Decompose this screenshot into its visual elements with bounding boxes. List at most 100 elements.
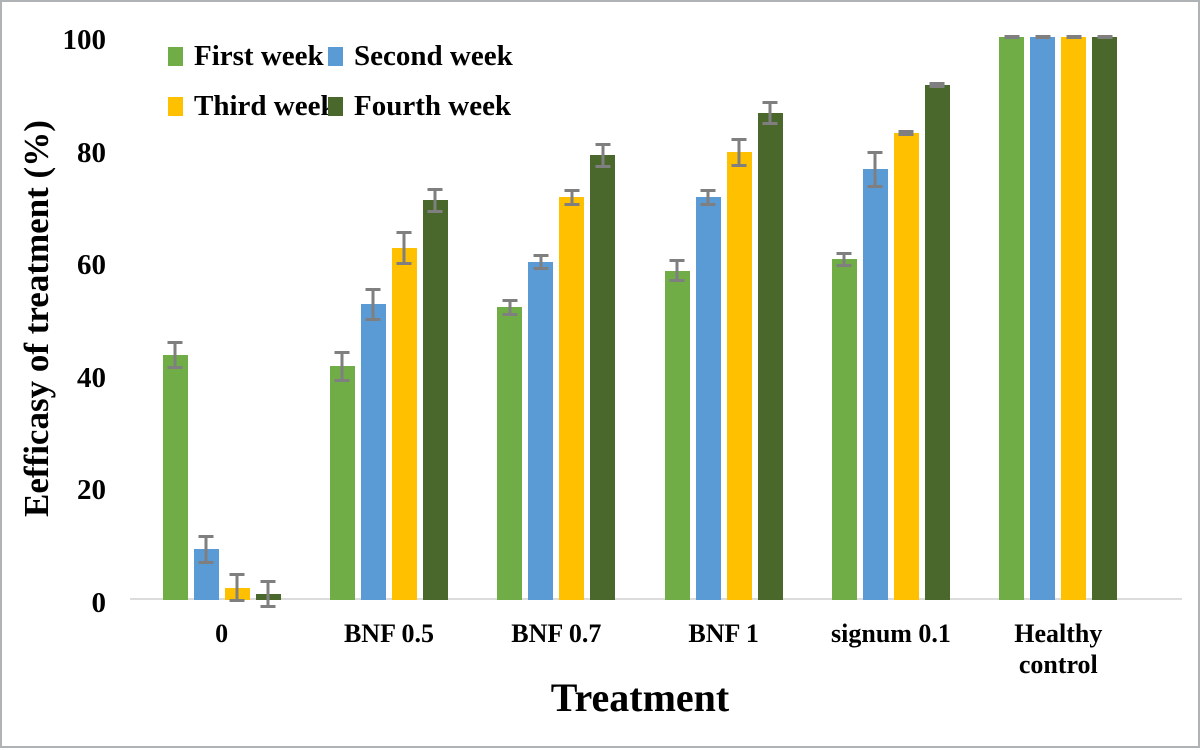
legend-swatch-first-week (168, 47, 183, 66)
x-category-label-bnf-0-7: BNF 0.7 (473, 618, 640, 680)
error-bar-line (706, 189, 710, 206)
error-bar (564, 189, 580, 206)
error-bar-line (235, 572, 239, 603)
bar-slot (360, 287, 386, 600)
error-bar-line (204, 534, 208, 564)
error-bar-line (402, 231, 406, 266)
bar-slot (162, 341, 188, 600)
error-bar (669, 259, 685, 282)
x-category-label-text: BNF 0.5 (343, 619, 435, 648)
error-bar-cap (669, 278, 685, 282)
x-axis-line (130, 598, 1182, 600)
bar-slot (1030, 35, 1056, 600)
error-bar-cap (334, 379, 350, 383)
bar-slot (590, 142, 616, 600)
bar-slot (497, 298, 523, 600)
bar-group-bnf-1 (640, 37, 807, 600)
error-bar-cap (1035, 35, 1051, 39)
error-bar-line (173, 341, 177, 370)
legend: First week Second week Third week Fourth we… (168, 40, 513, 123)
error-bar (229, 572, 245, 603)
error-bar-line (675, 259, 679, 282)
legend-item-first-week: First week (168, 40, 328, 73)
bar-first-week-bnf-0-7 (497, 307, 523, 600)
error-bar-cap (533, 267, 549, 271)
error-bar-cap (1097, 35, 1113, 39)
error-bar-line (539, 254, 543, 271)
error-bar-line (768, 100, 772, 126)
error-bar-cap (229, 599, 245, 603)
x-category-label-text: signum 0.1 (831, 619, 951, 648)
error-bar-cap (564, 202, 580, 206)
error-bar-cap (898, 132, 914, 136)
x-category-label-healthy-control: Healthy control (975, 618, 1142, 680)
bar-slot (255, 580, 281, 609)
error-bar (533, 254, 549, 271)
y-tick-labels: 0 20 40 60 80 100 (2, 2, 114, 750)
error-bar (1004, 35, 1020, 39)
error-bar-cap (929, 84, 945, 88)
error-bar (762, 100, 778, 126)
error-bar-line (266, 580, 270, 609)
x-category-label-signum-0-1: signum 0.1 (807, 618, 974, 680)
error-bar (1097, 35, 1113, 39)
error-bar (365, 287, 381, 322)
error-bar-cap (260, 605, 276, 609)
bar-first-week-0 (162, 355, 188, 600)
y-tick-label-100: 100 (62, 24, 107, 56)
bar-slot (999, 35, 1025, 600)
y-tick-label-20: 20 (77, 474, 106, 507)
error-bar (260, 580, 276, 609)
bar-slot (224, 572, 250, 603)
legend-label: Third week (194, 90, 337, 122)
legend-swatch-second-week (328, 47, 343, 66)
bar-slot (329, 350, 355, 600)
error-bar-line (601, 142, 605, 168)
bar-slot (893, 129, 919, 600)
bar-slot (422, 187, 448, 600)
error-bar-cap (1004, 35, 1020, 39)
bar-slot (862, 150, 888, 600)
bar-first-week-healthy-control (999, 37, 1025, 600)
bar-group-signum-0-1 (807, 37, 974, 600)
bar-fourth-week-bnf-0-7 (590, 155, 616, 600)
bar-fourth-week-healthy-control (1092, 37, 1118, 600)
error-bar (731, 138, 747, 167)
error-bar (898, 129, 914, 136)
x-axis-labels: 0 BNF 0.5 BNF 0.7 BNF 1 signum 0.1 Healthy co… (138, 618, 1142, 680)
error-bar (198, 534, 214, 564)
legend-label: Second week (354, 40, 513, 72)
error-bar-cap (427, 209, 443, 213)
bar-slot (528, 254, 554, 600)
x-axis-title: Treatment (550, 675, 730, 720)
error-bar (396, 231, 412, 266)
x-category-label-bnf-0-5: BNF 0.5 (305, 618, 472, 680)
error-bar-line (433, 187, 437, 213)
y-tick-label-80: 80 (77, 136, 106, 169)
error-bar-cap (1066, 35, 1082, 39)
error-bar (427, 187, 443, 213)
error-bar (1066, 35, 1082, 39)
error-bar-cap (365, 318, 381, 322)
y-tick-label-0: 0 (91, 587, 107, 619)
bar-group-0 (138, 37, 305, 609)
error-bar (502, 298, 518, 316)
bar-first-week-bnf-0-5 (329, 366, 355, 600)
error-bar-cap (731, 163, 747, 167)
legend-swatch-fourth-week (328, 97, 343, 116)
bar-slot (391, 231, 417, 600)
legend-swatch-third-week (168, 97, 183, 116)
error-bar (334, 350, 350, 383)
x-category-label-text: BNF 0.7 (511, 619, 602, 648)
bar-third-week-bnf-0-7 (559, 197, 585, 600)
error-bar-line (842, 251, 846, 268)
bar-second-week-healthy-control (1030, 37, 1056, 600)
error-bar (595, 142, 611, 168)
bar-slot (757, 100, 783, 600)
error-bar-line (508, 298, 512, 316)
error-bar-cap (762, 122, 778, 126)
error-bar-line (371, 287, 375, 322)
error-bar-cap (836, 264, 852, 268)
error-bar-cap (867, 184, 883, 188)
